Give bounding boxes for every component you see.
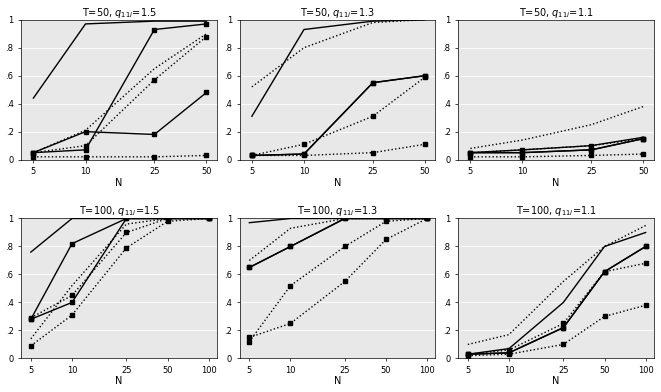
Title: T=100, $q_{11i}$=1.1: T=100, $q_{11i}$=1.1 xyxy=(516,204,596,218)
Title: T=100, $q_{11i}$=1.3: T=100, $q_{11i}$=1.3 xyxy=(297,204,378,218)
X-axis label: N: N xyxy=(116,376,123,387)
Title: T=50, $q_{11i}$=1.5: T=50, $q_{11i}$=1.5 xyxy=(82,5,157,20)
Title: T=50, $q_{11i}$=1.1: T=50, $q_{11i}$=1.1 xyxy=(519,5,594,20)
Title: T=50, $q_{11i}$=1.3: T=50, $q_{11i}$=1.3 xyxy=(300,5,375,20)
X-axis label: N: N xyxy=(334,376,341,387)
X-axis label: N: N xyxy=(553,376,560,387)
X-axis label: N: N xyxy=(553,178,560,188)
X-axis label: N: N xyxy=(116,178,123,188)
X-axis label: N: N xyxy=(334,178,341,188)
Title: T=100, $q_{11i}$=1.5: T=100, $q_{11i}$=1.5 xyxy=(79,204,159,218)
